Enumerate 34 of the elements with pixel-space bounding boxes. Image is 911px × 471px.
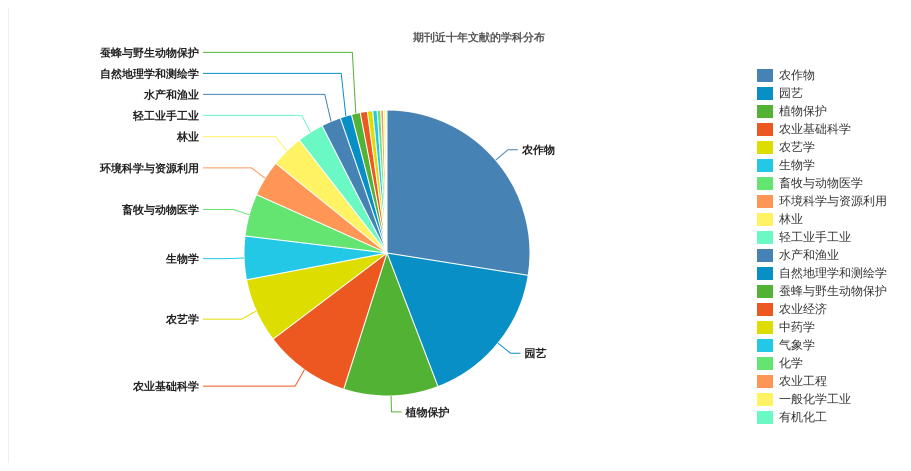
chart-title: 期刊近十年文献的学科分布: [412, 31, 545, 44]
slice-label: 环境科学与资源利用: [99, 162, 199, 175]
legend-label: 园艺: [779, 86, 803, 100]
legend-label: 有机化工: [779, 410, 827, 424]
slice-label: 园艺: [524, 347, 546, 360]
legend-label: 中药学: [779, 320, 815, 334]
legend-label: 农业工程: [779, 374, 827, 388]
legend-label: 轻工业手工业: [779, 230, 851, 244]
slice-label: 植物保护: [404, 406, 450, 419]
slice-label: 蚕蜂与野生动物保护: [99, 46, 199, 60]
legend-label: 水产和渔业: [779, 248, 839, 262]
slice-label: 生物学: [165, 252, 199, 266]
slice-label: 自然地理学和测绘学: [100, 67, 199, 80]
legend-label: 农艺学: [779, 140, 815, 154]
legend-label: 气象学: [779, 338, 815, 352]
slice-label: 农作物: [520, 144, 555, 157]
legend-label: 生物学: [779, 158, 815, 172]
slice-label: 轻工业手工业: [132, 109, 199, 122]
slice-label: 水产和渔业: [143, 88, 199, 102]
legend-label: 环境科学与资源利用: [779, 194, 887, 208]
legend-label: 农作物: [779, 68, 815, 82]
legend-label: 畜牧与动物医学: [779, 176, 863, 190]
legend-label: 化学: [779, 356, 803, 370]
legend-label: 一般化学工业: [779, 392, 851, 406]
legend-label: 植物保护: [779, 104, 827, 118]
legend-label: 农业经济: [779, 302, 827, 316]
slice-label: 林业: [176, 130, 199, 144]
legend-label: 农业基础科学: [779, 122, 851, 136]
legend-label: 林业: [779, 212, 803, 226]
legend-label: 蚕蜂与野生动物保护: [779, 284, 887, 298]
slice-label: 农业基础科学: [132, 380, 199, 394]
legend-label: 自然地理学和测绘学: [779, 266, 887, 280]
slice-label: 农艺学: [165, 313, 199, 326]
slice-label: 畜牧与动物医学: [121, 203, 199, 216]
